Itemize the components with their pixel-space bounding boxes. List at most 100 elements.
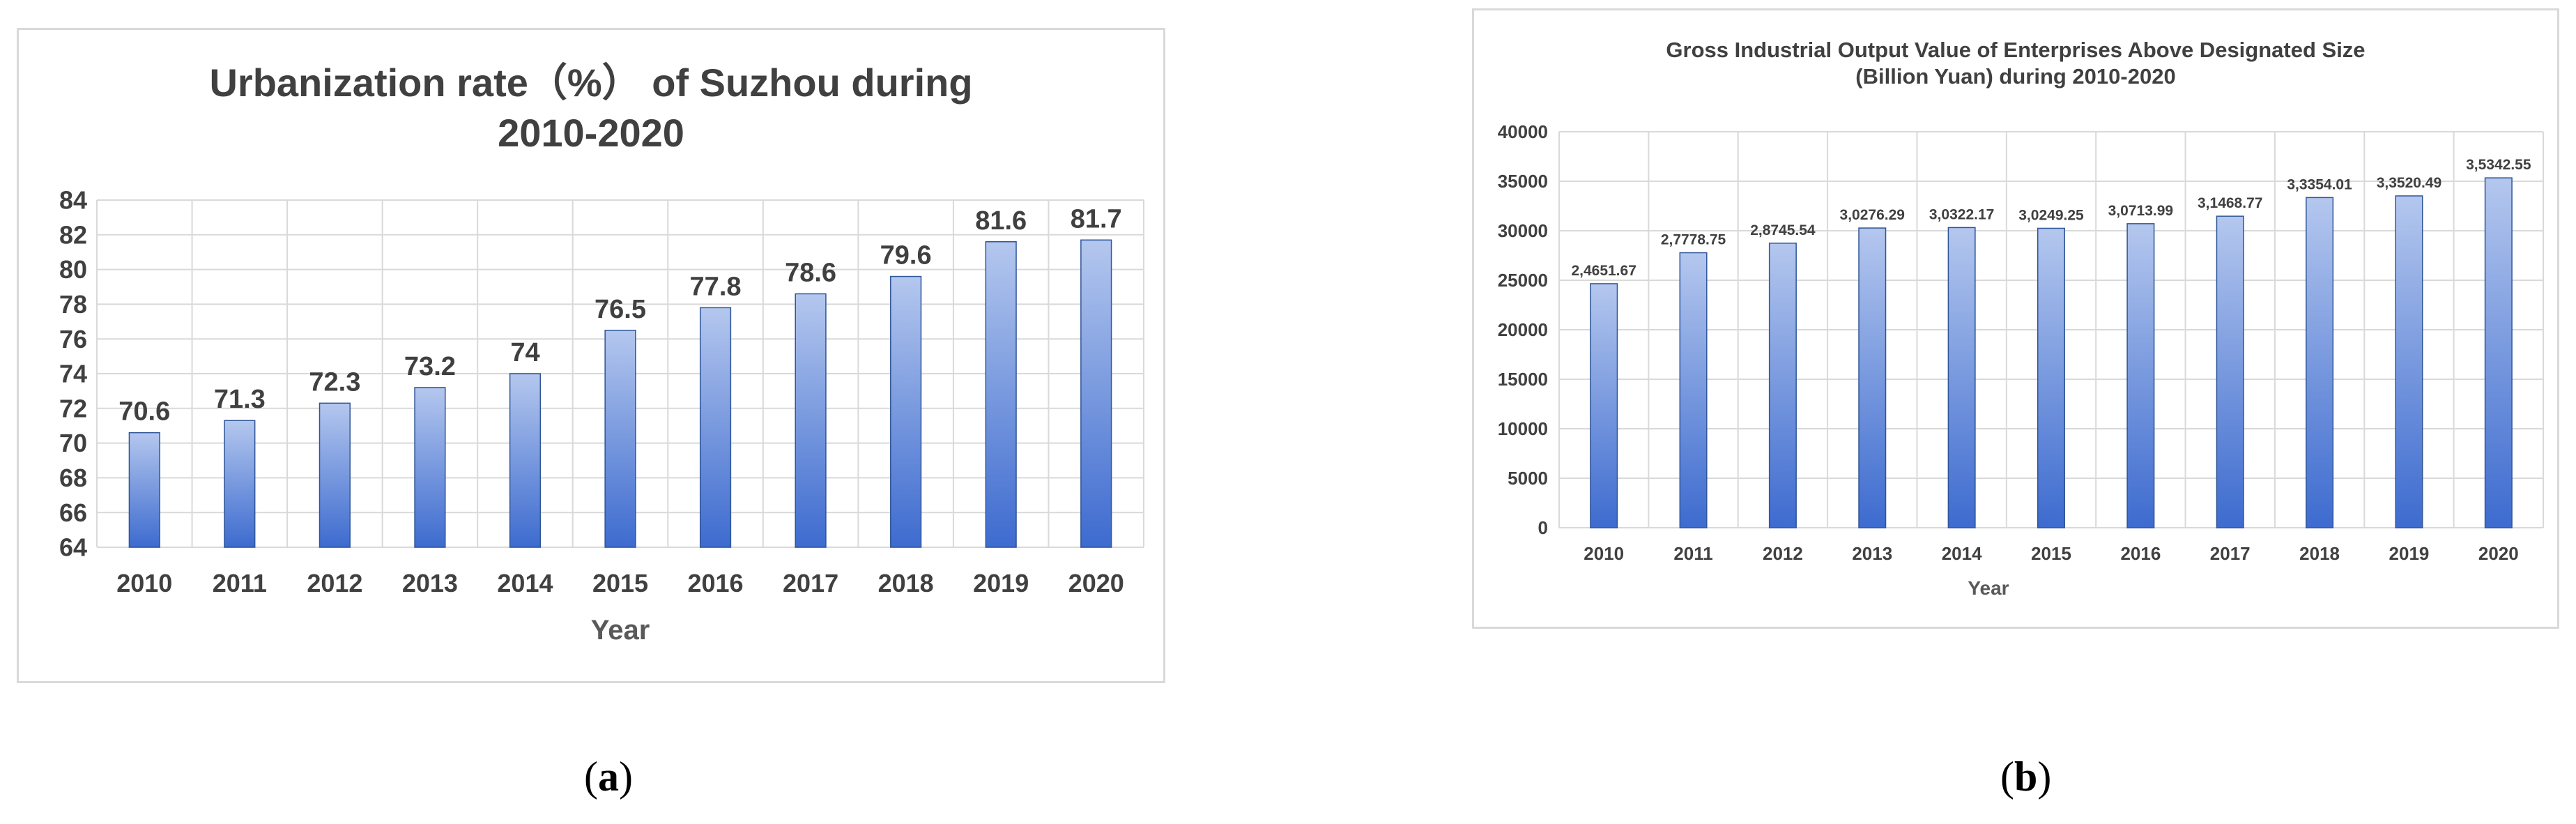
bar <box>2395 195 2423 528</box>
caption-open-paren: ( <box>2000 754 2014 800</box>
data-label: 77.8 <box>690 272 742 301</box>
y-tick-label: 40000 <box>1498 121 1548 142</box>
bar <box>2306 197 2334 528</box>
caption-letter: b <box>2014 754 2038 800</box>
x-tick-label: 2018 <box>2299 543 2340 564</box>
x-tick-label: 2013 <box>402 569 458 597</box>
bar <box>509 373 542 548</box>
data-label: 3,3520.49 <box>2377 175 2441 191</box>
industrial-output-bar-chart: 0 5000 10000 15000 20000 25000 30000 35000 40000… <box>1498 121 2544 599</box>
data-label: 2,8745.54 <box>1750 222 1816 238</box>
x-tick-label: 2020 <box>2478 543 2519 564</box>
y-tick-label: 30000 <box>1498 220 1548 241</box>
data-label: 3,0276.29 <box>1840 207 1905 223</box>
x-tick-label: 2011 <box>213 569 267 597</box>
y-tick-label: 15000 <box>1498 369 1548 390</box>
data-label: 3,1468.77 <box>2198 195 2262 211</box>
x-tick-label: 2016 <box>2120 543 2161 564</box>
y-tick-label: 0 <box>1538 517 1548 538</box>
x-tick-label: 2012 <box>1763 543 1803 564</box>
x-tick-label: 2017 <box>783 569 838 597</box>
y-tick-label: 72 <box>59 394 87 422</box>
y-tick-label: 82 <box>59 220 87 249</box>
chart-title-line-1: Urbanization rate（%） of Suzhou during <box>209 61 973 105</box>
bar <box>1768 243 1797 528</box>
bar <box>2126 223 2155 528</box>
data-label: 70.6 <box>118 397 170 427</box>
y-tick-label: 68 <box>59 464 87 492</box>
bar <box>2484 177 2513 528</box>
industrial-output-chart-panel: Gross Industrial Output Value of Enterpr… <box>1472 8 2559 629</box>
chart-title: Gross Industrial Output Value of Enterpr… <box>1474 37 2557 90</box>
data-label: 3,3354.01 <box>2287 176 2352 192</box>
data-label: 72.3 <box>309 367 360 397</box>
urbanization-chart-panel: Urbanization rate（%） of Suzhou during 20… <box>17 28 1165 683</box>
chart-title-line-2: (Billion Yuan) during 2010-2020 <box>1855 64 2176 89</box>
x-tick-label: 2014 <box>1942 543 1982 564</box>
data-label: 3,5342.55 <box>2466 157 2531 173</box>
data-label: 76.5 <box>595 295 646 324</box>
x-tick-label: 2019 <box>2389 543 2430 564</box>
caption-close-paren: ) <box>618 754 633 800</box>
bar <box>414 387 446 548</box>
bar <box>128 432 160 548</box>
y-tick-label: 74 <box>59 360 87 388</box>
bar <box>1080 239 1112 548</box>
data-label: 3,0713.99 <box>2108 203 2173 219</box>
data-label: 78.6 <box>785 258 836 287</box>
y-tick-label: 64 <box>59 533 87 562</box>
x-tick-label: 2012 <box>307 569 362 597</box>
chart-title-line-2: 2010-2020 <box>498 111 684 155</box>
x-tick-label: 2018 <box>878 569 934 597</box>
bar <box>890 275 922 548</box>
data-label: 79.6 <box>880 241 932 270</box>
bar <box>319 402 351 548</box>
data-label: 71.3 <box>214 385 266 414</box>
y-tick-label: 5000 <box>1508 468 1548 489</box>
bar <box>2216 215 2244 528</box>
bar <box>224 420 256 548</box>
x-tick-label: 2016 <box>687 569 743 597</box>
x-tick-label: 2015 <box>592 569 648 597</box>
chart-title: Urbanization rate（%） of Suzhou during 20… <box>19 58 1163 158</box>
y-tick-label: 70 <box>59 429 87 457</box>
x-axis-title: Year <box>1968 577 2009 599</box>
bar <box>1858 227 1887 528</box>
bar <box>1679 252 1708 528</box>
caption-b: (b) <box>2000 753 2051 801</box>
x-tick-label: 2017 <box>2210 543 2251 564</box>
y-tick-label: 76 <box>59 325 87 353</box>
x-tick-label: 2015 <box>2031 543 2071 564</box>
x-axis-title: Year <box>591 615 650 646</box>
bar <box>1947 227 1976 528</box>
bar <box>2037 227 2066 528</box>
caption-open-paren: ( <box>584 754 598 800</box>
x-tick-label: 2011 <box>1673 543 1712 564</box>
caption-a: (a) <box>584 753 633 801</box>
bar <box>699 307 732 548</box>
data-label: 81.7 <box>1071 204 1122 234</box>
data-label: 73.2 <box>404 352 456 381</box>
caption-letter: a <box>597 754 619 800</box>
y-tick-label: 66 <box>59 498 87 527</box>
x-tick-label: 2010 <box>1584 543 1624 564</box>
data-label: 81.6 <box>975 206 1027 236</box>
bar <box>1590 283 1618 528</box>
x-tick-label: 2014 <box>497 569 553 597</box>
urbanization-bar-chart: 64 66 68 70 72 74 76 78 80 82 84 70.6 2010 71.3 2011 72… <box>59 186 1144 646</box>
x-tick-label: 2013 <box>1852 543 1892 564</box>
bar <box>795 293 827 548</box>
y-tick-label: 10000 <box>1498 418 1548 439</box>
y-tick-label: 20000 <box>1498 319 1548 340</box>
data-label: 2,4651.67 <box>1571 263 1636 279</box>
y-tick-label: 25000 <box>1498 270 1548 291</box>
y-tick-label: 35000 <box>1498 171 1548 192</box>
data-label: 3,0322.17 <box>1929 206 1994 222</box>
data-label: 2,7778.75 <box>1661 232 1726 248</box>
y-tick-label: 78 <box>59 290 87 319</box>
chart-title-line-1: Gross Industrial Output Value of Enterpr… <box>1666 38 2366 62</box>
data-label: 74 <box>510 338 539 367</box>
bar <box>985 241 1017 548</box>
y-tick-label: 80 <box>59 255 87 284</box>
caption-close-paren: ) <box>2037 754 2052 800</box>
